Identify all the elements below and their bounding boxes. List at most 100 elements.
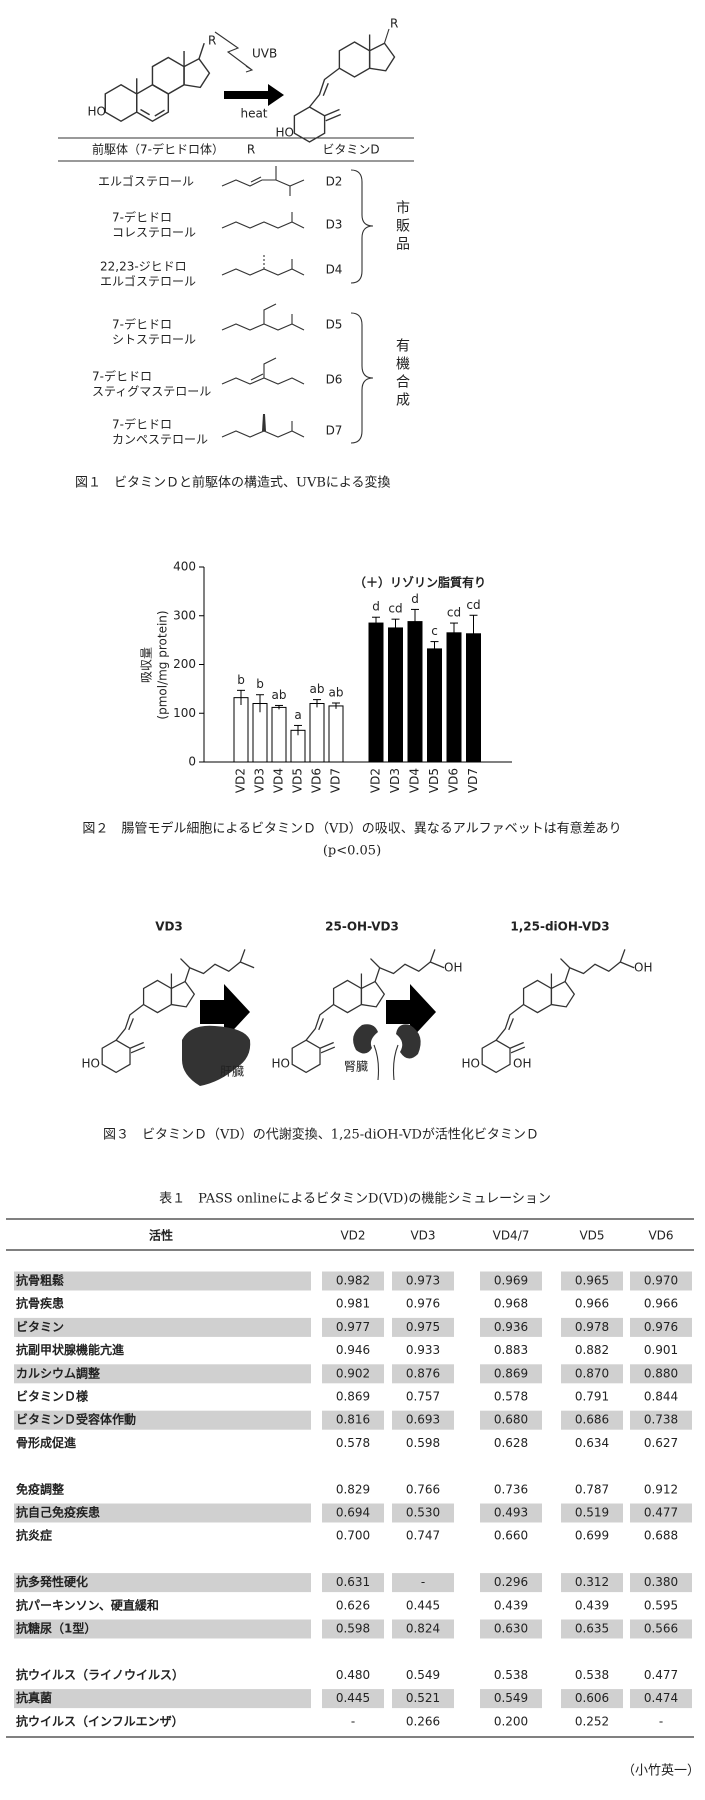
vitamin: D3	[326, 218, 343, 232]
row-label: 抗パーキンソン、硬直緩和	[16, 1597, 159, 1612]
atom-label: HO	[272, 1057, 290, 1071]
compound-label: 25-OH-VD3	[325, 920, 399, 934]
significance-letter: d	[372, 600, 380, 614]
cell-shade	[561, 1689, 623, 1709]
x-tick-label: VD3	[253, 768, 267, 793]
header: ビタミンD	[322, 143, 379, 157]
bar	[309, 703, 325, 763]
annotation: （＋）リゾリン脂質有り	[354, 575, 486, 590]
compound-label: 1,25-diOH-VD3	[510, 920, 609, 934]
precursor: 7-デヒドロ	[112, 417, 172, 432]
cell-shade	[392, 1573, 454, 1593]
cell: -	[351, 1714, 355, 1728]
column-header: VD3	[410, 1229, 435, 1243]
cell: 0.977	[336, 1320, 370, 1334]
cell: 0.876	[406, 1366, 440, 1380]
precursor: エルゴステロール	[100, 274, 196, 289]
atom-label: HO	[88, 105, 106, 119]
y-tick-label: 0	[188, 755, 196, 769]
compound-label: VD3	[155, 920, 183, 934]
cell: 0.699	[575, 1529, 609, 1543]
vitamin: D7	[326, 424, 343, 438]
cell-shade	[14, 1364, 311, 1384]
cell-shade	[561, 1619, 623, 1639]
cell: 0.824	[406, 1622, 440, 1636]
precursor: コレステロール	[112, 226, 196, 240]
vitamin: D2	[326, 175, 343, 189]
cell-shade	[480, 1364, 542, 1384]
x-tick-label: VD2	[234, 768, 248, 793]
y-tick-label: 400	[173, 560, 196, 574]
cell-shade	[480, 1573, 542, 1593]
vitamin: D6	[326, 373, 343, 387]
cell: 0.757	[406, 1390, 440, 1404]
cell: 0.816	[336, 1413, 370, 1427]
cell: 0.628	[494, 1436, 528, 1450]
cell-shade	[392, 1619, 454, 1639]
cell-shade	[561, 1317, 623, 1337]
cell: 0.626	[336, 1598, 370, 1612]
cell: 0.578	[494, 1390, 528, 1404]
cell: 0.474	[644, 1691, 678, 1705]
cell: 0.981	[336, 1297, 370, 1311]
cell: 0.549	[406, 1668, 440, 1682]
x-tick-label: VD5	[291, 768, 305, 793]
significance-letter: ab	[329, 686, 344, 700]
1-25-dioh-vd3-structure	[481, 949, 635, 1074]
cell: 0.973	[406, 1274, 440, 1288]
precursor: エルゴステロール	[98, 174, 194, 189]
cell: 0.694	[336, 1506, 370, 1520]
precursor: 7-デヒドロ	[112, 317, 172, 332]
organ-label: 腎臓	[344, 1060, 368, 1074]
x-tick-label: VD6	[447, 768, 461, 793]
cell-shade	[480, 1410, 542, 1430]
cell: 0.380	[644, 1575, 678, 1589]
cell: 0.631	[336, 1575, 370, 1589]
cell: 0.933	[406, 1343, 440, 1357]
vitamin-d-structure	[293, 33, 396, 143]
significance-letter: cd	[447, 606, 461, 620]
group-label: 市販品	[394, 199, 410, 254]
cell-shade	[480, 1317, 542, 1337]
significance-letter: ab	[272, 688, 287, 702]
cell: 0.936	[494, 1320, 528, 1334]
cell: 0.787	[575, 1482, 609, 1496]
cell: 0.266	[406, 1714, 440, 1728]
significance-letter: a	[294, 708, 301, 722]
x-tick-label: VD7	[329, 768, 343, 793]
bar	[407, 621, 423, 763]
cell-shade	[630, 1410, 692, 1430]
cell: 0.493	[494, 1506, 528, 1520]
brace	[350, 312, 374, 444]
cell: 0.445	[336, 1691, 370, 1705]
column-header: VD2	[340, 1229, 365, 1243]
cell: 0.982	[336, 1274, 370, 1288]
significance-letter: cd	[466, 598, 480, 612]
cell: 0.978	[575, 1320, 609, 1334]
row-label: ビタミンＤ様	[16, 1389, 89, 1404]
figure-1: HO R UVB heat R HO 前駆体（7-デヒドロ体） R ビタミンD …	[58, 17, 414, 491]
cell: 0.902	[336, 1366, 370, 1380]
cell: 0.627	[644, 1436, 678, 1450]
header: 前駆体（7-デヒドロ体）	[92, 142, 224, 157]
cell: 0.680	[494, 1413, 528, 1427]
header: R	[247, 143, 255, 157]
significance-letter: cd	[388, 602, 402, 616]
cell: 0.791	[575, 1390, 609, 1404]
lightning	[214, 31, 254, 73]
cell-shade	[322, 1619, 384, 1639]
kidney-icon	[353, 1024, 378, 1054]
x-tick-label: VD2	[369, 768, 383, 793]
cell: 0.912	[644, 1482, 678, 1496]
cell: 0.747	[406, 1529, 440, 1543]
bar	[368, 622, 384, 763]
row-label: ビタミンＤ受容体作動	[16, 1412, 136, 1427]
significance-letter: ab	[310, 682, 325, 696]
cell: 0.686	[575, 1413, 609, 1427]
cell-shade	[392, 1689, 454, 1709]
y-tick-label: 100	[173, 706, 196, 720]
row-label: ビタミン	[16, 1319, 64, 1334]
cell: 0.946	[336, 1343, 370, 1357]
column-header: VD6	[648, 1229, 673, 1243]
cell-shade	[14, 1410, 311, 1430]
